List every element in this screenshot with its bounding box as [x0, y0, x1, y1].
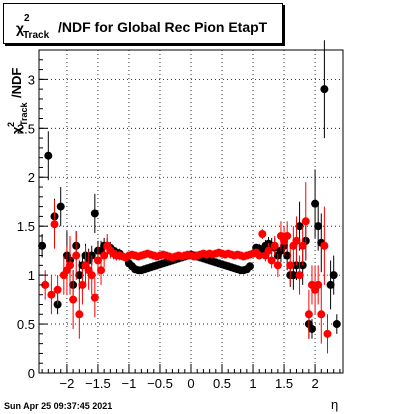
x-tick-label: −0.5	[147, 376, 173, 391]
y-label-chi: χ	[9, 126, 24, 134]
data-point	[289, 271, 298, 280]
x-tick-label: −1.5	[85, 376, 111, 391]
title-chi-symbol: χ	[16, 20, 25, 36]
data-point	[301, 217, 310, 226]
timestamp: Sun Apr 25 09:37:45 2021	[4, 401, 113, 411]
data-point	[292, 236, 301, 245]
data-point	[295, 222, 304, 231]
data-point	[311, 199, 320, 208]
data-point	[326, 280, 335, 289]
y-tick-label: 1	[28, 268, 35, 283]
data-point	[295, 271, 304, 280]
data-point	[332, 320, 341, 329]
x-tick-label: 1.5	[275, 376, 293, 391]
y-tick-label: 0	[28, 366, 35, 381]
data-point	[307, 324, 316, 333]
data-point	[72, 251, 81, 260]
chart-title: /NDF for Global Rec Pion EtapT	[58, 19, 268, 35]
title-subscript: Track	[23, 30, 50, 41]
data-point	[270, 241, 279, 250]
data-point	[314, 280, 323, 289]
x-tick-label: 0.5	[213, 376, 231, 391]
x-tick-label: −2	[60, 376, 75, 391]
x-axis-label: η	[331, 397, 339, 412]
data-point	[78, 280, 87, 289]
y-tick-label: 3	[28, 72, 35, 87]
data-point	[56, 202, 65, 211]
data-point	[283, 231, 292, 240]
y-axis-label: χ 2 Track /NDF	[6, 68, 29, 134]
chart-title-box: χ 2 Track /NDF for Global Rec Pion EtapT	[3, 3, 283, 44]
data-point	[317, 310, 326, 319]
x-tick-label: 0	[187, 376, 194, 391]
series-0	[38, 40, 341, 339]
y-tick-label: 2.5	[17, 121, 35, 136]
data-point	[304, 310, 313, 319]
data-point	[75, 271, 84, 280]
data-point	[298, 241, 307, 250]
data-point	[100, 251, 109, 260]
y-tick-label: 1.5	[17, 219, 35, 234]
axes: −2 −1.5 −1 −0.5 0 0.5 1 1.5 2 0 0.5 1 1.5 2 2.5 3	[17, 59, 341, 391]
svg-text:/NDF: /NDF	[9, 68, 24, 98]
data-point	[53, 285, 62, 294]
data-point	[90, 293, 99, 302]
data-point	[245, 262, 254, 271]
data-point	[320, 85, 329, 94]
data-point	[255, 251, 264, 260]
y-tick-label: 0.5	[17, 317, 35, 332]
data-point	[329, 271, 338, 280]
data-point	[314, 222, 323, 231]
data-point	[47, 290, 56, 299]
data-point	[50, 220, 59, 229]
data-point	[69, 295, 78, 304]
data-point	[283, 251, 292, 260]
series-1	[41, 182, 332, 354]
y-tick-label: 2	[28, 170, 35, 185]
data-point	[273, 261, 282, 270]
data-point	[93, 256, 102, 265]
data-point	[87, 271, 96, 280]
grid-lines	[39, 50, 343, 374]
data-point	[320, 241, 329, 250]
data-point	[97, 266, 106, 275]
data-point	[75, 310, 84, 319]
data-point	[264, 246, 273, 255]
data-point	[41, 280, 50, 289]
title-superscript: 2	[24, 13, 30, 24]
y-label-sub: Track	[19, 101, 29, 126]
data-point	[44, 151, 53, 160]
data-point	[258, 230, 267, 239]
data-point	[323, 329, 332, 338]
x-tick-label: −1	[122, 376, 137, 391]
data-point	[90, 209, 99, 218]
data-point	[66, 261, 75, 270]
data-series	[38, 40, 341, 354]
y-label-sup: 2	[6, 122, 16, 127]
data-point	[267, 256, 276, 265]
data-point	[286, 261, 295, 270]
x-tick-label: 1	[249, 376, 256, 391]
x-tick-label: 2	[311, 376, 318, 391]
